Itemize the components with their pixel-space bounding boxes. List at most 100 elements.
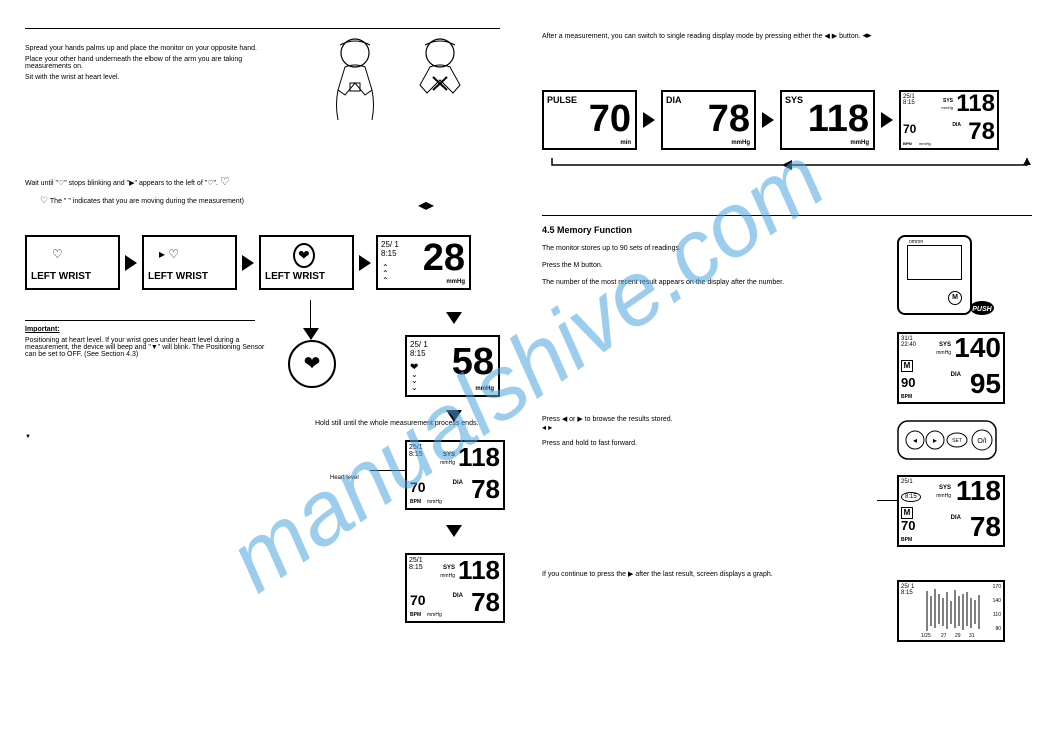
- mem-text-5: Press and hold to fast forward.: [542, 440, 862, 447]
- g-x4: 31: [969, 633, 975, 639]
- res2-mmhg-1: mmHg: [440, 573, 455, 579]
- m1-sys: 140: [954, 332, 1001, 364]
- seq-arrow-1: [643, 112, 655, 128]
- g-x1: 1/25: [921, 633, 931, 639]
- heart-level-label: Heart level: [330, 475, 359, 481]
- res-bpm: BPM: [410, 499, 421, 505]
- mem-text-3: The number of the most recent result app…: [542, 279, 862, 286]
- val-1: 28: [423, 239, 465, 277]
- lcd-pulse: PULSE 70 min: [542, 90, 637, 150]
- m2-bpm: BPM: [901, 537, 912, 543]
- unit-1: mmHg: [446, 279, 465, 285]
- res-sys: 118: [458, 442, 500, 473]
- m1-mem: M: [901, 360, 913, 372]
- m2-sys: 118: [956, 475, 1001, 507]
- switch-text: After a measurement, you can switch to s…: [542, 33, 861, 40]
- res2-dia: 78: [471, 587, 500, 618]
- res2-sys-lbl: SYS: [443, 565, 455, 571]
- person-incorrect-icon: [405, 35, 475, 125]
- up-arrows-icon: ⌃⌃⌃: [382, 265, 389, 284]
- res-mmhg-1: mmHg: [440, 460, 455, 466]
- wait-text: Wait until "♡" stops blinking and "▶" ap…: [25, 180, 218, 187]
- res2-sys: 118: [458, 555, 500, 586]
- arrow-right-icon-2: [242, 255, 254, 271]
- hold-still-text: Hold still until the whole measurement p…: [315, 420, 490, 427]
- m1-mmhg: mmHg: [936, 350, 951, 356]
- heart-outline-icon: ♡: [52, 247, 63, 261]
- arrow-down-icon-3: [446, 410, 462, 422]
- g-y1: 170: [993, 584, 1001, 590]
- seq-arrow-3: [881, 112, 893, 128]
- seq-arrow-2: [762, 112, 774, 128]
- lcd-result-1: 25/1 8:15 118 SYS mmHg 78 DIA 70 BPM mmH…: [405, 440, 505, 510]
- lcd-left-wrist-3: LEFT WRIST ❤︎: [259, 235, 354, 290]
- m1-bpm: BPM: [901, 394, 912, 400]
- m-button[interactable]: M: [948, 291, 962, 305]
- res-dia-lbl: DIA: [453, 480, 463, 486]
- m2-sys-lbl: SYS: [939, 485, 951, 491]
- res2-dia-lbl: DIA: [453, 593, 463, 599]
- lcd-memory-1: 31/1 22:40 M 140 SYS mmHg 95 DIA 90 BPM: [897, 332, 1005, 404]
- device-buttons-icon: ◂ ▸ SET O/I: [897, 420, 997, 460]
- arrow-right-icon-3: [359, 255, 371, 271]
- loop-arrow-icon: [542, 155, 1032, 170]
- instruction-2: Place your other hand underneath the elb…: [25, 56, 275, 70]
- wait-text2: The " " indicates that you are moving du…: [50, 198, 244, 205]
- svg-text:SET: SET: [952, 438, 962, 444]
- lcd-left-wrist-2: LEFT WRIST ▸ ♡: [142, 235, 237, 290]
- arrow-down-icon-2: [446, 312, 462, 324]
- g-x3: 29: [955, 633, 961, 639]
- combo-mmhg-2: mmHg: [919, 141, 931, 146]
- combo-sys: 118: [956, 90, 995, 118]
- combo-sys-lbl: SYS: [943, 98, 953, 104]
- m1-dia-lbl: DIA: [951, 372, 961, 378]
- person-correct-icon: [320, 35, 390, 125]
- lr-small-icon: ◂ ▸: [542, 423, 552, 432]
- m1-pulse: 90: [901, 375, 915, 390]
- svg-text:O/I: O/I: [977, 438, 986, 445]
- left-wrist-label: LEFT WRIST: [31, 271, 91, 282]
- play-heart-icon: ▸ ♡: [159, 247, 179, 261]
- mem-text-4: Press ◀ or ▶ to browse the results store…: [542, 415, 862, 423]
- arrow-down-icon-4: [446, 525, 462, 537]
- lcd-dia: DIA 78 mmHg: [661, 90, 756, 150]
- heart-icon: ♡: [220, 176, 230, 188]
- res2-pulse: 70: [410, 592, 426, 608]
- combo-pulse: 70: [903, 122, 916, 136]
- lcd-memory-2: 25/1 8:15 M 118 SYS mmHg 78 DIA 70 BPM: [897, 475, 1005, 547]
- dia-unit: mmHg: [731, 140, 750, 146]
- mem-text-2: Press the M button.: [542, 262, 862, 269]
- mem-text-1: The monitor stores up to 90 sets of read…: [542, 245, 862, 252]
- right-page: After a measurement, you can switch to s…: [527, 0, 1053, 740]
- pulse-val: 70: [589, 100, 631, 138]
- measure-icon: ❤︎: [288, 340, 336, 388]
- important-text: Positioning at heart level. If your wris…: [25, 337, 270, 358]
- val-2: 58: [452, 343, 494, 381]
- lcd-result-2: 25/1 8:15 118 SYS mmHg 78 DIA 70 BPM mmH…: [405, 553, 505, 623]
- g-y2: 140: [993, 598, 1001, 604]
- sys-val: 118: [808, 100, 869, 138]
- move-icon: ♡: [40, 195, 48, 205]
- mem-text-6: If you continue to press the ▶ after the…: [542, 570, 862, 578]
- device-icon: omron M PUSH: [897, 235, 972, 315]
- lcd-measuring: 25/ 1 8:15 ❤︎ 58 mmHg ⌄⌄⌄: [405, 335, 500, 397]
- m2-time: 8:15: [901, 492, 921, 502]
- connector-line: [310, 300, 311, 330]
- lcd-inflating: 25/ 1 8:15 28 mmHg ⌃⌃⌃: [376, 235, 471, 290]
- res-mmhg-2: mmHg: [427, 499, 442, 505]
- res2-mmhg-2: mmHg: [427, 612, 442, 618]
- lcd-left-wrist-1: LEFT WRIST ♡: [25, 235, 120, 290]
- svg-text:◂: ◂: [913, 436, 917, 445]
- combo-mmhg: mmHg: [941, 105, 953, 110]
- m2-dia: 78: [970, 511, 1001, 543]
- lcd-sys: SYS 118 mmHg: [780, 90, 875, 150]
- important-header: Important:: [25, 326, 60, 333]
- callout-line: [370, 470, 405, 471]
- res-sys-lbl: SYS: [443, 452, 455, 458]
- combo-dia: 78: [968, 118, 995, 146]
- m1-dia: 95: [970, 368, 1001, 400]
- left-page: Spread your hands palms up and place the…: [0, 0, 526, 740]
- svg-text:▸: ▸: [933, 436, 937, 445]
- arrow-lr-icon: ◂▸: [418, 195, 434, 215]
- g-y3: 110: [993, 612, 1001, 618]
